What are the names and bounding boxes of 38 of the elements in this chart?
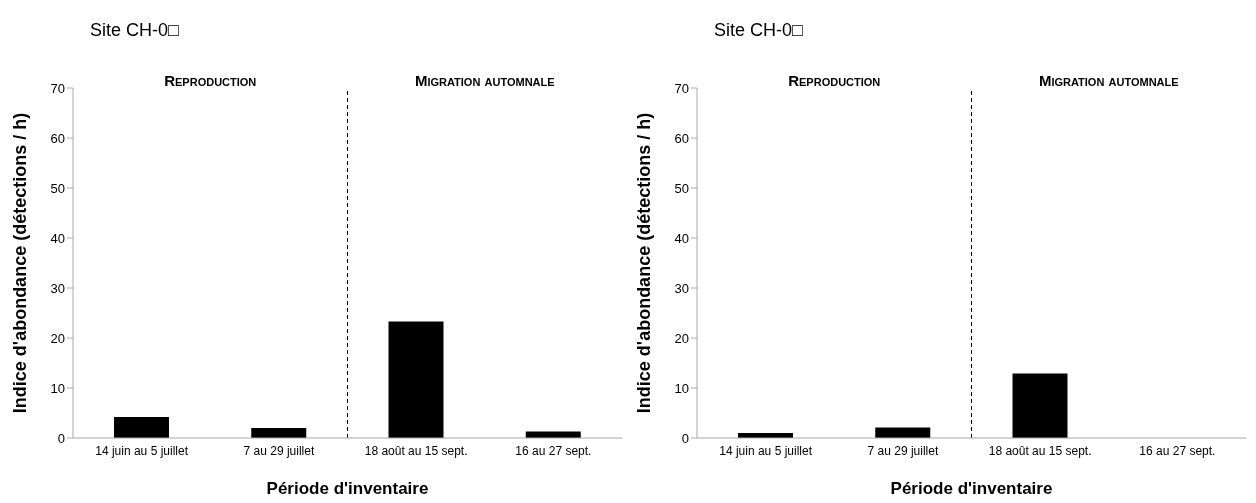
y-axis-title: Indice d'abondance (détections / h) — [10, 112, 31, 414]
x-tick-label: 7 au 29 juillet — [243, 443, 315, 458]
x-tick-label: 7 au 29 juillet — [867, 443, 939, 458]
y-axis-title: Indice d'abondance (détections / h) — [634, 112, 655, 414]
x-tick-label: 18 août au 15 sept. — [988, 443, 1092, 458]
y-tick-label: 30 — [674, 280, 689, 296]
y-tick-label: 10 — [50, 380, 65, 396]
x-axis-title: Période d'inventaire — [266, 479, 429, 498]
annotation: Reproduction — [788, 72, 881, 89]
y-tick-label: 40 — [50, 230, 65, 246]
annotation: Reproduction — [164, 72, 257, 89]
y-tick-label: 30 — [50, 280, 65, 296]
y-tick-label: 40 — [674, 230, 689, 246]
x-tick-label: 16 au 27 sept. — [1139, 443, 1216, 458]
bar — [1012, 373, 1068, 438]
x-tick-label: 18 août au 15 sept. — [364, 443, 468, 458]
y-tick-label: 60 — [50, 130, 65, 146]
annotation: Migration automnale — [413, 72, 556, 89]
y-tick-label: 0 — [57, 430, 65, 446]
bar — [114, 417, 169, 438]
bar — [388, 321, 444, 438]
y-tick-label: 50 — [50, 180, 65, 196]
y-tick-label: 60 — [674, 130, 689, 146]
y-tick-label: 20 — [674, 330, 689, 346]
x-axis-title: Période d'inventaire — [890, 479, 1053, 498]
bar — [251, 428, 307, 438]
y-tick-label: 70 — [50, 80, 65, 96]
y-tick-label: 50 — [674, 180, 689, 196]
chart-title: Site CH-0□ — [90, 20, 179, 41]
y-tick-label: 0 — [681, 430, 689, 446]
x-tick-label: 16 au 27 sept. — [515, 443, 592, 458]
y-tick-label: 70 — [674, 80, 689, 96]
x-tick-label: 14 juin au 5 juillet — [95, 443, 189, 458]
y-tick-label: 10 — [674, 380, 689, 396]
annotation: Migration automnale — [1037, 72, 1180, 89]
x-tick-label: 14 juin au 5 juillet — [719, 443, 813, 458]
chart-title: Site CH-0□ — [714, 20, 803, 41]
y-tick-label: 20 — [50, 330, 65, 346]
